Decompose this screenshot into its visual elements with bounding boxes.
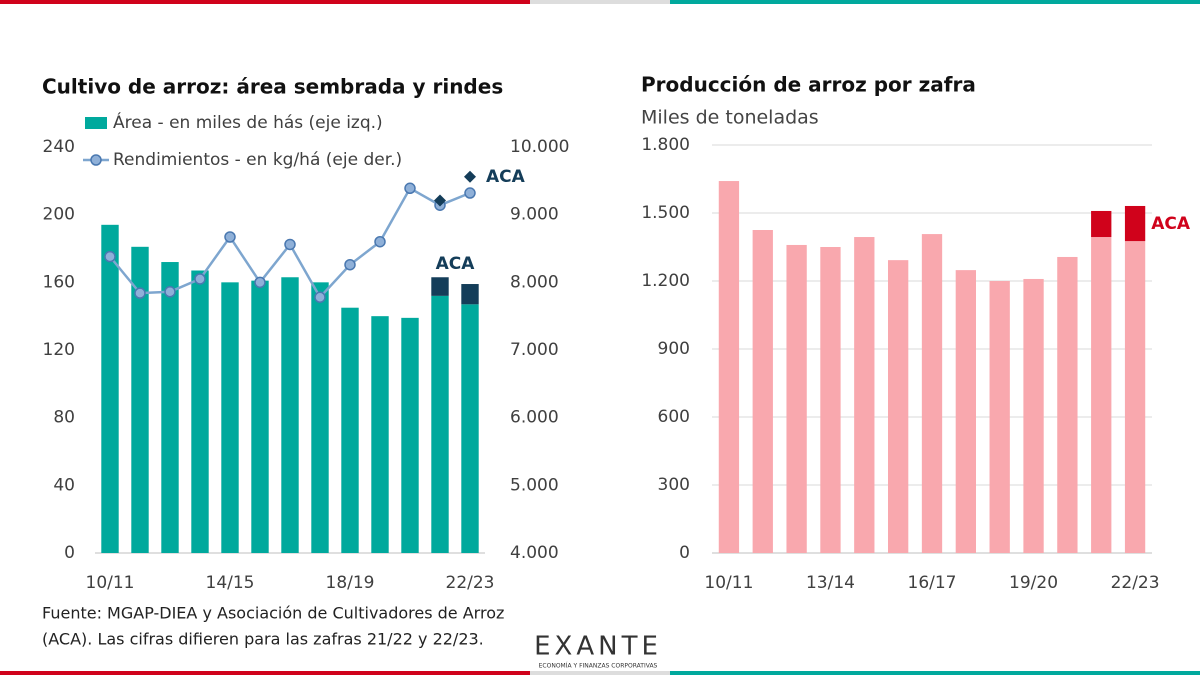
legend-swatch <box>90 154 102 166</box>
bar <box>251 280 269 553</box>
line-marker <box>464 187 476 199</box>
y2-tick-label: 7.000 <box>510 340 559 360</box>
y-tick-label: 200 <box>43 205 75 225</box>
x-tick-label: 10/11 <box>704 573 753 593</box>
bar <box>1091 237 1112 553</box>
y-tick-label: 1.800 <box>641 135 690 155</box>
marker <box>464 170 476 183</box>
logo: EXANTE <box>534 632 662 662</box>
bar <box>1124 241 1146 553</box>
line-marker <box>134 287 146 299</box>
line-marker <box>374 235 386 248</box>
bar <box>888 260 909 553</box>
y2-tick-label: 5.000 <box>510 475 559 495</box>
annotation: ACA <box>436 254 476 274</box>
y-tick-label: 120 <box>43 340 75 360</box>
bar <box>820 247 841 553</box>
y-tick-label: 1.500 <box>641 203 690 223</box>
x-tick-label: 14/15 <box>206 573 255 593</box>
line-marker <box>194 273 206 285</box>
stripe <box>0 671 530 675</box>
stripe <box>670 671 1200 675</box>
y2-tick-label: 6.000 <box>510 408 559 428</box>
line-marker <box>254 276 266 289</box>
bar <box>431 295 449 553</box>
legend-swatch <box>85 117 107 129</box>
bar <box>955 270 976 553</box>
x-tick-label: 10/11 <box>86 573 135 593</box>
bar <box>191 270 209 553</box>
source: (ACA). Las cifras difieren para las zafr… <box>42 630 484 649</box>
line-marker <box>344 258 356 271</box>
y2-tick-label: 8.000 <box>510 272 559 292</box>
chart-title: Producción de arroz por zafra <box>641 73 976 97</box>
source: Fuente: MGAP-DIEA y Asociación de Cultiv… <box>42 604 504 623</box>
annotation: ACA <box>1151 214 1191 234</box>
line-marker <box>404 182 416 195</box>
x-tick-label: 22/23 <box>446 573 495 593</box>
bar <box>786 244 807 553</box>
y-tick-label: 240 <box>43 137 75 157</box>
y2-tick-label: 10.000 <box>510 137 569 157</box>
y2-tick-label: 4.000 <box>510 543 559 563</box>
annotation: ACA <box>486 167 526 187</box>
legend-label: Área - en miles de hás (eje izq.) <box>113 111 383 133</box>
y-tick-label: 1.200 <box>641 271 690 291</box>
bar <box>221 282 239 553</box>
y2-tick-label: 9.000 <box>510 205 559 225</box>
y-tick-label: 900 <box>658 339 690 359</box>
bar <box>854 237 875 553</box>
x-tick-label: 13/14 <box>806 573 855 593</box>
bar <box>461 304 479 553</box>
line-marker <box>284 238 296 251</box>
bar <box>921 234 943 553</box>
bar <box>131 246 149 553</box>
bar <box>752 230 773 553</box>
line-marker <box>224 231 236 243</box>
bar <box>718 181 740 554</box>
bar <box>461 284 479 305</box>
bar <box>341 307 359 553</box>
bar <box>989 281 1010 553</box>
bar <box>1023 278 1044 553</box>
marker <box>434 194 446 207</box>
y-tick-label: 160 <box>43 272 75 292</box>
bar <box>1057 256 1078 553</box>
legend-label: Rendimientos - en kg/há (eje der.) <box>113 150 402 170</box>
line-marker <box>314 291 326 303</box>
y-tick-label: 300 <box>658 475 690 495</box>
x-tick-label: 22/23 <box>1111 573 1160 593</box>
bar <box>1124 205 1146 242</box>
bar <box>1091 210 1112 238</box>
tagline: ECONOMÍA Y FINANZAS CORPORATIVAS <box>539 663 658 670</box>
chart-subtitle: Miles de toneladas <box>641 107 819 129</box>
y-tick-label: 80 <box>53 408 75 428</box>
y-tick-label: 600 <box>658 407 690 427</box>
chart-title: Cultivo de arroz: área sembrada y rindes <box>42 75 503 99</box>
x-tick-label: 19/20 <box>1009 573 1058 593</box>
x-tick-label: 18/19 <box>326 573 375 593</box>
line-marker <box>104 250 116 263</box>
y-tick-label: 40 <box>53 475 75 495</box>
x-tick-label: 16/17 <box>908 573 957 593</box>
bar <box>311 282 329 553</box>
stripe <box>530 671 670 675</box>
line-marker <box>164 286 176 298</box>
bar <box>161 262 179 553</box>
bar <box>401 317 419 553</box>
stripe <box>530 0 670 4</box>
y-tick-label: 0 <box>64 543 75 563</box>
y-tick-label: 0 <box>679 543 690 563</box>
bar <box>281 277 299 553</box>
bar <box>101 224 119 554</box>
stripe <box>0 0 530 4</box>
bar <box>371 316 389 553</box>
stripe <box>670 0 1200 4</box>
bar <box>431 277 449 296</box>
